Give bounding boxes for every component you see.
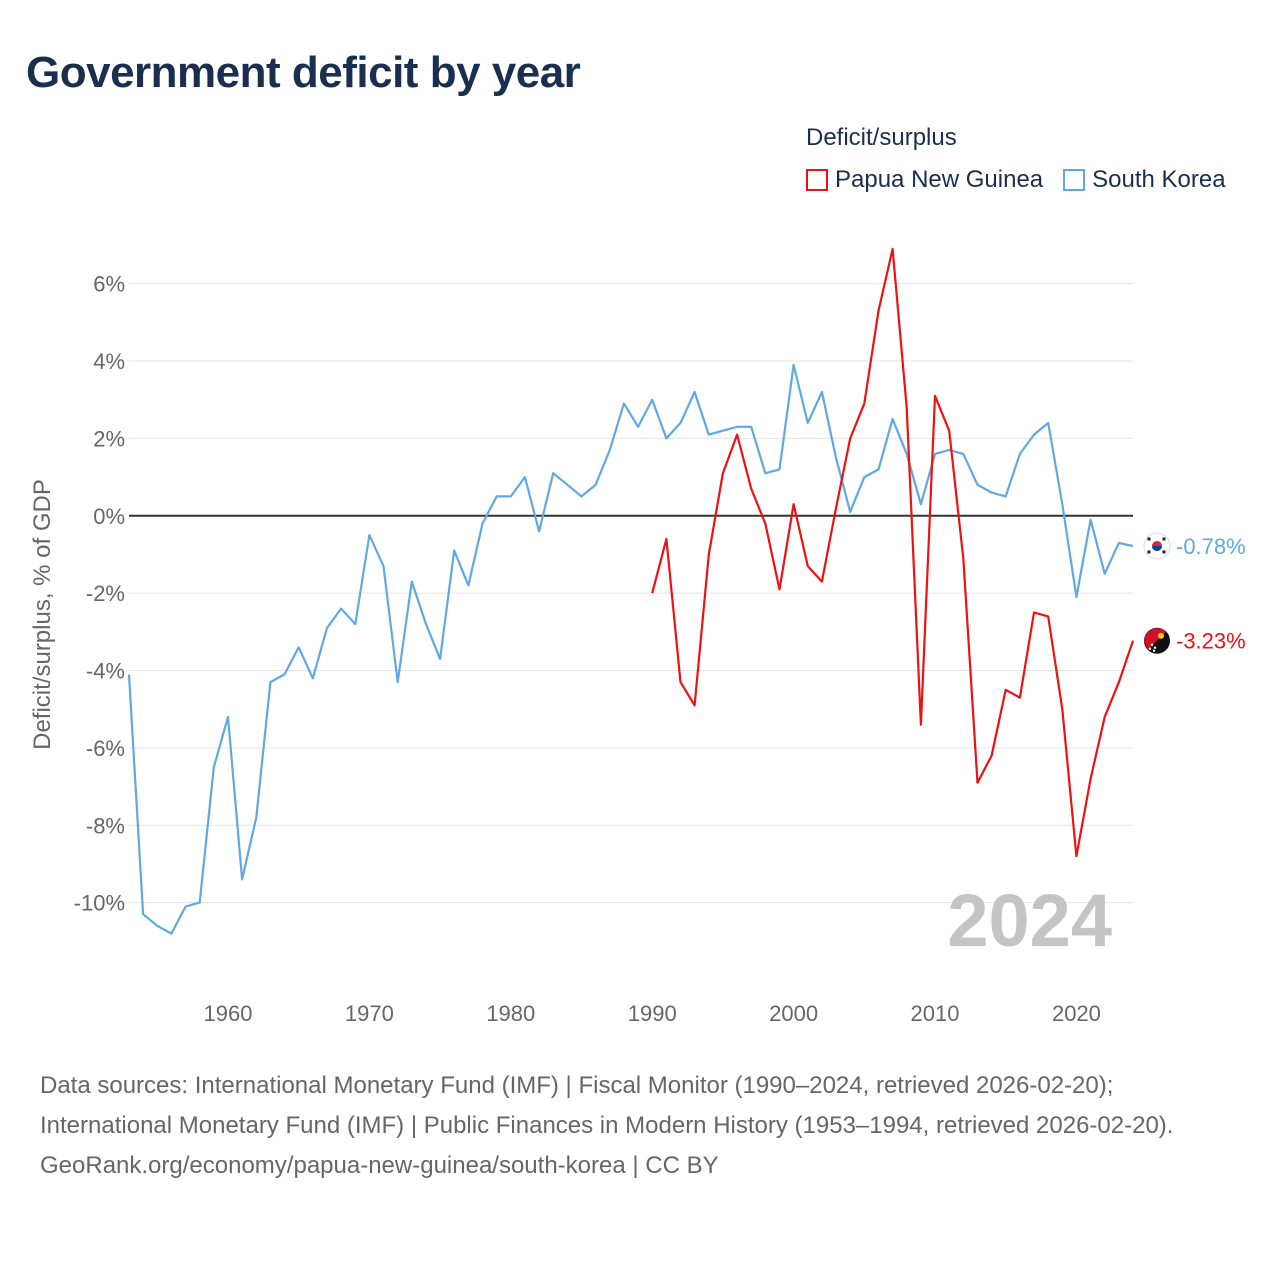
legend-item-papua-new-guinea[interactable]: Papua New Guinea <box>806 166 1043 194</box>
y-tick-label: -2% <box>86 581 125 606</box>
chart-title: Government deficit by year <box>26 48 581 97</box>
line-chart: 6% 4% 2% 0% -2% -4% -6% -8% -10% 1960 1970 1980 1990… <box>29 247 1246 1026</box>
y-tick-label: 6% <box>93 272 125 297</box>
y-tick-label: -10% <box>74 891 125 916</box>
legend-title: Deficit/surplus <box>806 124 957 151</box>
x-tick-label: 1960 <box>204 1001 253 1026</box>
end-label-papua-new-guinea: -3.23% <box>1176 629 1246 654</box>
x-tick-label: 2020 <box>1052 1001 1101 1026</box>
x-tick-label: 1990 <box>628 1001 677 1026</box>
credit-link[interactable]: GeoRank.org/economy/papua-new-guinea/sou… <box>40 1152 719 1179</box>
papua-new-guinea-flag-star <box>1153 646 1157 649</box>
end-label-south-korea: -0.78% <box>1176 534 1246 559</box>
south-korea-flag-trigram <box>1162 550 1166 554</box>
south-korea-flag-taegeuk-blue <box>1152 545 1162 551</box>
y-tick-label: 0% <box>93 504 125 529</box>
papua-new-guinea-flag-star <box>1150 643 1154 646</box>
y-axis-label: Deficit/surplus, % of GDP <box>29 479 56 750</box>
y-tick-label: -8% <box>86 813 125 838</box>
x-tick-label: 2000 <box>769 1001 818 1026</box>
legend: Papua New Guinea South Korea <box>806 166 1226 194</box>
y-tick-label: -4% <box>86 659 125 684</box>
south-korea-flag-trigram <box>1147 550 1151 554</box>
y-tick-label: -6% <box>86 736 125 761</box>
papua-new-guinea-flag-bird <box>1158 632 1164 639</box>
legend-label-papua-new-guinea: Papua New Guinea <box>835 166 1044 193</box>
papua-new-guinea-flag-star <box>1152 649 1156 652</box>
y-tick-label: 4% <box>93 349 125 374</box>
x-tick-label: 1970 <box>345 1001 394 1026</box>
legend-swatch-south-korea <box>1063 169 1086 191</box>
south-korea-flag-trigram <box>1162 537 1166 541</box>
series-line-south-korea <box>127 363 1134 935</box>
year-label: 2024 <box>947 879 1112 962</box>
south-korea-flag-trigram <box>1147 537 1151 541</box>
y-tick-label: 2% <box>93 426 125 451</box>
footer: Data sources: International Monetary Fun… <box>40 1066 1240 1186</box>
legend-label-south-korea: South Korea <box>1092 166 1226 193</box>
x-tick-label: 2010 <box>911 1001 960 1026</box>
series-line-papua-new-guinea <box>651 247 1135 858</box>
legend-swatch-papua-new-guinea <box>806 169 828 191</box>
x-tick-label: 1980 <box>486 1001 535 1026</box>
data-sources: Data sources: International Monetary Fun… <box>40 1072 1174 1139</box>
legend-item-south-korea[interactable]: South Korea <box>1063 166 1226 194</box>
papua-new-guinea-flag-star <box>1148 647 1152 650</box>
